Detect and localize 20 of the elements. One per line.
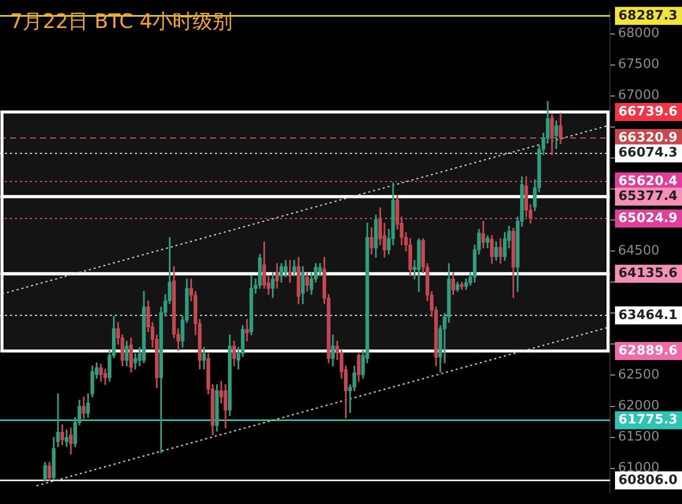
ref-line-label: 66320.9 [618,130,678,146]
ref-line-label: 65620.4 [618,174,678,189]
ref-line-label: 65377.4 [618,188,678,204]
ref-line-label: 65024.9 [618,210,678,226]
y-tick-label: 64500 [618,243,660,258]
y-tick-label: 61500 [618,430,660,445]
ref-line-label: 68287.3 [618,8,678,24]
ref-line-label: 60806.0 [618,472,678,488]
chart-title: 7月22日 BTC 4小时级别 [10,8,232,35]
y-tick-label: 67500 [618,57,660,72]
y-tick-label: 68000 [618,26,660,42]
y-tick-label: 62000 [618,398,660,414]
ref-line-label: 66739.6 [618,104,678,120]
ref-line-label: 66074.3 [618,146,678,161]
ref-line-label: 63464.1 [618,308,678,323]
y-tick-label: 67000 [618,88,660,104]
y-tick-label: 62500 [618,368,660,383]
ref-line-label: 61775.3 [618,412,678,428]
ref-line-label: 62889.6 [618,343,678,358]
ref-line-label: 64135.6 [618,266,678,282]
